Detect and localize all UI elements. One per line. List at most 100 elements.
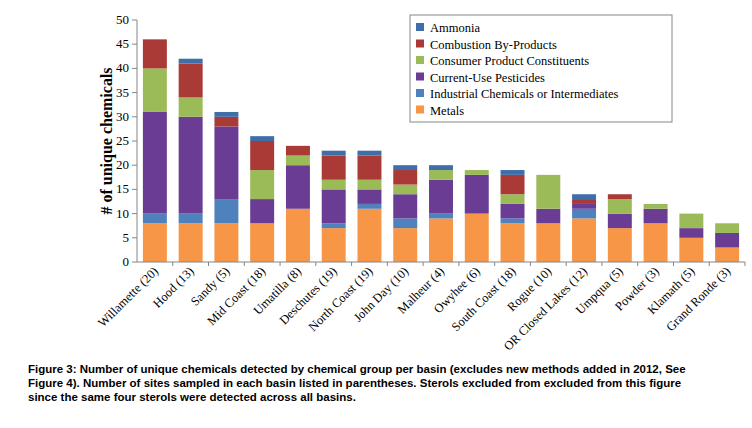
bar-segment [536,175,560,209]
y-tick [132,44,137,45]
x-tick-label: Hood (13) [150,264,196,310]
bar-segment [465,170,489,171]
bar-segment [250,223,274,262]
bar-segment [501,170,525,175]
x-tick [315,262,316,266]
bar-segment [322,156,346,180]
y-tick-label: 10 [116,206,129,221]
x-tick-label: Mid Coast (18) [204,264,268,328]
bar-segment [608,228,632,262]
x-tick-label: North Coast (19) [306,264,376,334]
bar-segment [644,204,668,209]
bar-segment [536,223,560,262]
legend-swatch [416,23,424,31]
x-tick [244,262,245,266]
bar-segment [429,180,453,214]
bar-segment [214,117,238,127]
bar-segment [501,194,525,204]
bar-segment [143,214,167,224]
y-tick-label: 45 [116,36,129,51]
bar-segment [214,112,238,117]
bar-segment [465,170,489,171]
bar-segment [286,145,310,146]
y-tick [132,165,137,166]
bar-segment [429,170,453,180]
bar-segment [536,174,560,175]
bar-segment [250,170,274,199]
bar-segment [679,228,703,238]
y-tick [132,116,137,117]
bar-segment [143,223,167,262]
x-tick-label: John Day (10) [351,264,411,324]
x-tick [387,262,388,266]
bar-segment [179,59,203,64]
bar-segment [322,189,346,223]
bar-segment [465,170,489,175]
bar-segment [536,209,560,224]
bar-segment [715,223,739,224]
y-tick-label: 20 [116,157,129,172]
x-tick [530,262,531,266]
y-tick [132,68,137,69]
bar-segment [357,180,381,190]
bar-segment [393,228,417,262]
y-tick [132,141,137,142]
bar-segment [143,112,167,214]
bar-segment [286,156,310,166]
bar-segment [393,170,417,185]
bar-segment [179,97,203,116]
bar-segment [143,39,167,68]
x-tick-label: Grand Ronde (3) [663,264,733,334]
x-tick [351,262,352,266]
bar-segment [572,194,596,199]
bar-segment [501,218,525,223]
bar-segment [286,146,310,156]
bar-segment [357,209,381,262]
legend-label: Current-Use Pesticides [430,71,545,85]
x-tick [601,262,602,266]
legend-swatch [416,89,424,97]
bar-segment [357,151,381,156]
y-tick-label: 0 [123,254,130,269]
bar-segment [179,64,203,98]
y-tick-label: 30 [116,109,129,124]
legend-label: Consumer Product Constituents [430,54,589,68]
bar-segment [644,209,668,224]
bar-segment [322,223,346,228]
bar-segment [143,68,167,112]
bar-segment [250,141,274,170]
x-tick-label: South Coast (18) [449,264,519,334]
x-tick [494,262,495,266]
bar-segment [393,185,417,195]
bar-segment [572,199,596,204]
x-tick [208,262,209,266]
legend: AmmoniaCombustion By-ProductsConsumer Pr… [410,15,672,122]
bar-segment [679,213,703,214]
bar-segment [429,218,453,262]
y-tick [132,189,137,190]
y-tick-label: 25 [116,133,129,148]
legend-label: Ammonia [430,21,480,35]
bar-segment [608,194,632,199]
y-tick-label: 50 [116,12,129,27]
y-tick [132,262,137,263]
legend-swatch [416,106,424,114]
bar-segment [429,165,453,170]
bar-segment [679,213,703,214]
bar-segment [608,199,632,214]
bar-segment [214,223,238,262]
bar-segment [357,189,381,204]
x-tick [637,262,638,266]
x-tick [423,262,424,266]
bar-segment [501,204,525,219]
x-tick [458,262,459,266]
legend-box [410,15,672,122]
bar-segment [179,214,203,224]
bar-segment [501,175,525,194]
bar-segment [644,203,668,204]
bar-segment [715,233,739,248]
y-tick [132,20,137,21]
y-tick-label: 5 [123,230,130,245]
bar-segment [679,214,703,229]
bar-segment [214,199,238,223]
